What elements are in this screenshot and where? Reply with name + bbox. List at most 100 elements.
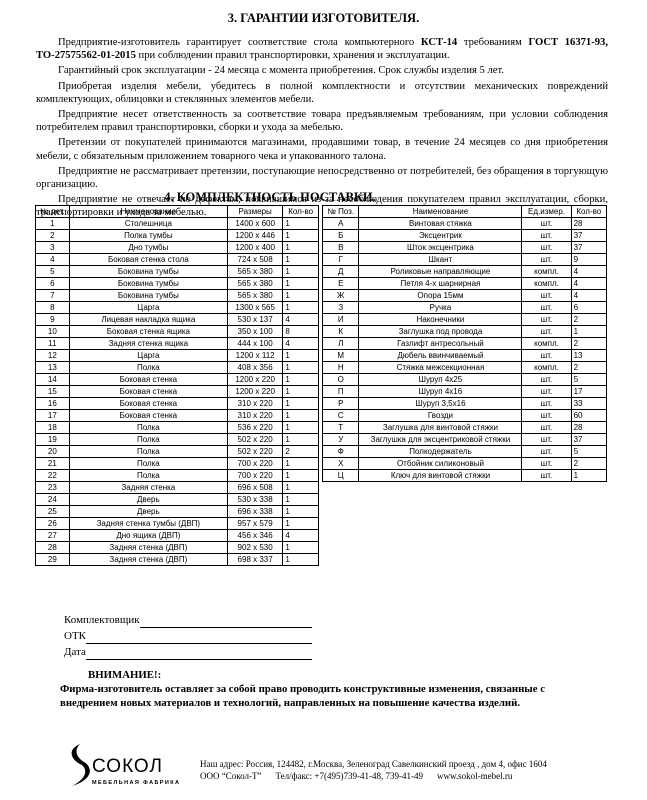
table-row: 12 Царга 1200 x 112 1 [35,349,319,362]
table-cell: 5 [570,445,608,458]
logo-text: СОКОЛ [92,756,163,777]
section-title: 4. КОМПЛЕКТНОСТЬ ПОСТАВКИ. [164,190,376,204]
table-cell: компл. [521,361,572,374]
notice: ВНИМАНИЕ!: Фирма-изготовитель оставляет … [60,668,600,710]
table-row: Х Отбойник силиконовый шт. 2 [321,457,608,470]
signature-line [139,615,312,628]
table-cell: 696 x 338 [226,505,284,518]
table-cell: О [321,373,360,386]
table-cell: С [321,409,360,422]
table-cell: 13 [35,361,70,374]
table-cell: Дверь [68,505,228,518]
table-cell: 13 [570,349,608,362]
table-cell: Газлифт антресольный [358,337,523,350]
table-cell: У [321,433,360,446]
paragraph: Предприятие-изготовитель гарантирует соо… [36,36,608,62]
table-cell: 1 [282,493,319,506]
table-cell: шт. [521,385,572,398]
table-cell: 27 [35,529,70,542]
table-cell: Дно тумбы [68,241,228,254]
table-row: 7 Боковина тумбы 565 x 380 1 [35,289,319,302]
table-cell: 1 [282,277,319,290]
table-cell: 502 x 220 [226,445,284,458]
table-cell: 37 [570,241,608,254]
text-run: Предприятие несет ответственность за соо… [36,109,608,134]
text-run: требованиям [457,37,529,48]
table-row: Л Газлифт антресольный компл. 2 [321,337,608,350]
table-cell: Заглушка для эксцентриковой стяжки [358,433,523,446]
table-cell: Дверь [68,493,228,506]
table-cell: 456 x 346 [226,529,284,542]
table-cell: Роликовые направляющие [358,265,523,278]
table-row: 14 Боковая стенка 1200 x 220 1 [35,373,319,386]
table-cell: шт. [521,469,572,482]
table-cell: 565 x 380 [226,277,284,290]
table-cell: Лицевая накладка ящика [68,313,228,326]
notice-title: ВНИМАНИЕ!: [88,669,162,681]
table-row: М Дюбель ввинчиваемый шт. 13 [321,349,608,362]
table-cell: 11 [35,337,70,350]
table-cell: 1 [282,505,319,518]
table-cell: 9 [570,253,608,266]
table-cell: 1 [282,241,319,254]
table-cell: 5 [35,265,70,278]
table-cell: 1 [570,469,608,482]
table-cell: 28 [570,217,608,230]
header-cell: Кол-во [282,205,319,218]
table-row: 26 Задняя стенка тумбы (ДВП) 957 x 579 1 [35,517,319,530]
signature-row: Комплектовщик [64,612,312,628]
website: www.sokol-mebel.ru [436,771,513,781]
table-cell: шт. [521,229,572,242]
table-cell: 700 x 220 [226,469,284,482]
table-cell: Полка [68,469,228,482]
table-cell: компл. [521,277,572,290]
table-cell: 60 [570,409,608,422]
table-cell: 530 x 137 [226,313,284,326]
table-cell: Наконечники [358,313,523,326]
table-cell: А [321,217,360,230]
table-cell: 2 [282,445,319,458]
table-cell: Боковая стенка [68,373,228,386]
table-cell: 4 [282,529,319,542]
header-row: № дет. Наименование Размеры Кол-во [35,205,319,218]
table-row: Г Шкант шт. 9 [321,253,608,266]
logo: СОКОЛ МЕБЕЛЬНАЯ ФАБРИКА [71,744,179,786]
table-row: 3 Дно тумбы 1200 x 400 1 [35,241,319,254]
table-cell: 1 [282,385,319,398]
text-run: Предприятие-изготовитель гарантирует соо… [58,37,421,48]
table-cell: 10 [35,325,70,338]
table-cell: К [321,325,360,338]
table-cell: шт. [521,397,572,410]
table-row: Е Петля 4-х шарнирная компл. 4 [321,277,608,290]
table-cell: Стяжка межсекционная [358,361,523,374]
table-cell: шт. [521,313,572,326]
text-run: Претензии от покупателей принимаются маг… [36,137,608,162]
table-cell: 17 [570,385,608,398]
table-row: 5 Боковина тумбы 565 x 380 1 [35,265,319,278]
table-cell: Ф [321,445,360,458]
table-cell: 1400 x 600 [226,217,284,230]
table-cell: Царга [68,301,228,314]
table-cell: 1200 x 220 [226,373,284,386]
table-cell: 1 [282,301,319,314]
signature-label: Комплектовщик [64,614,140,626]
table-row: 20 Полка 502 x 220 2 [35,445,319,458]
table-cell: 310 x 220 [226,397,284,410]
table-row: 13 Полка 408 x 356 1 [35,361,319,374]
table-cell: Задняя стенка ящика [68,337,228,350]
table-cell: Винтовая стяжка [358,217,523,230]
table-row: 1 Столешница 1400 x 600 1 [35,217,319,230]
table-cell: Гвозди [358,409,523,422]
table-cell: шт. [521,241,572,254]
table-cell: шт. [521,445,572,458]
table-cell: компл. [521,337,572,350]
table-cell: Столешница [68,217,228,230]
table-cell: З [321,301,360,314]
table-cell: шт. [521,253,572,266]
table-cell: 37 [570,229,608,242]
table-cell: 33 [570,397,608,410]
parts-table: № дет. Наименование Размеры Кол-во 1 Столешни… [35,205,319,566]
header-cell: № Поз. [321,205,360,218]
table-cell: 724 x 508 [226,253,284,266]
paragraph: Предприятие несет ответственность за соо… [36,108,608,134]
